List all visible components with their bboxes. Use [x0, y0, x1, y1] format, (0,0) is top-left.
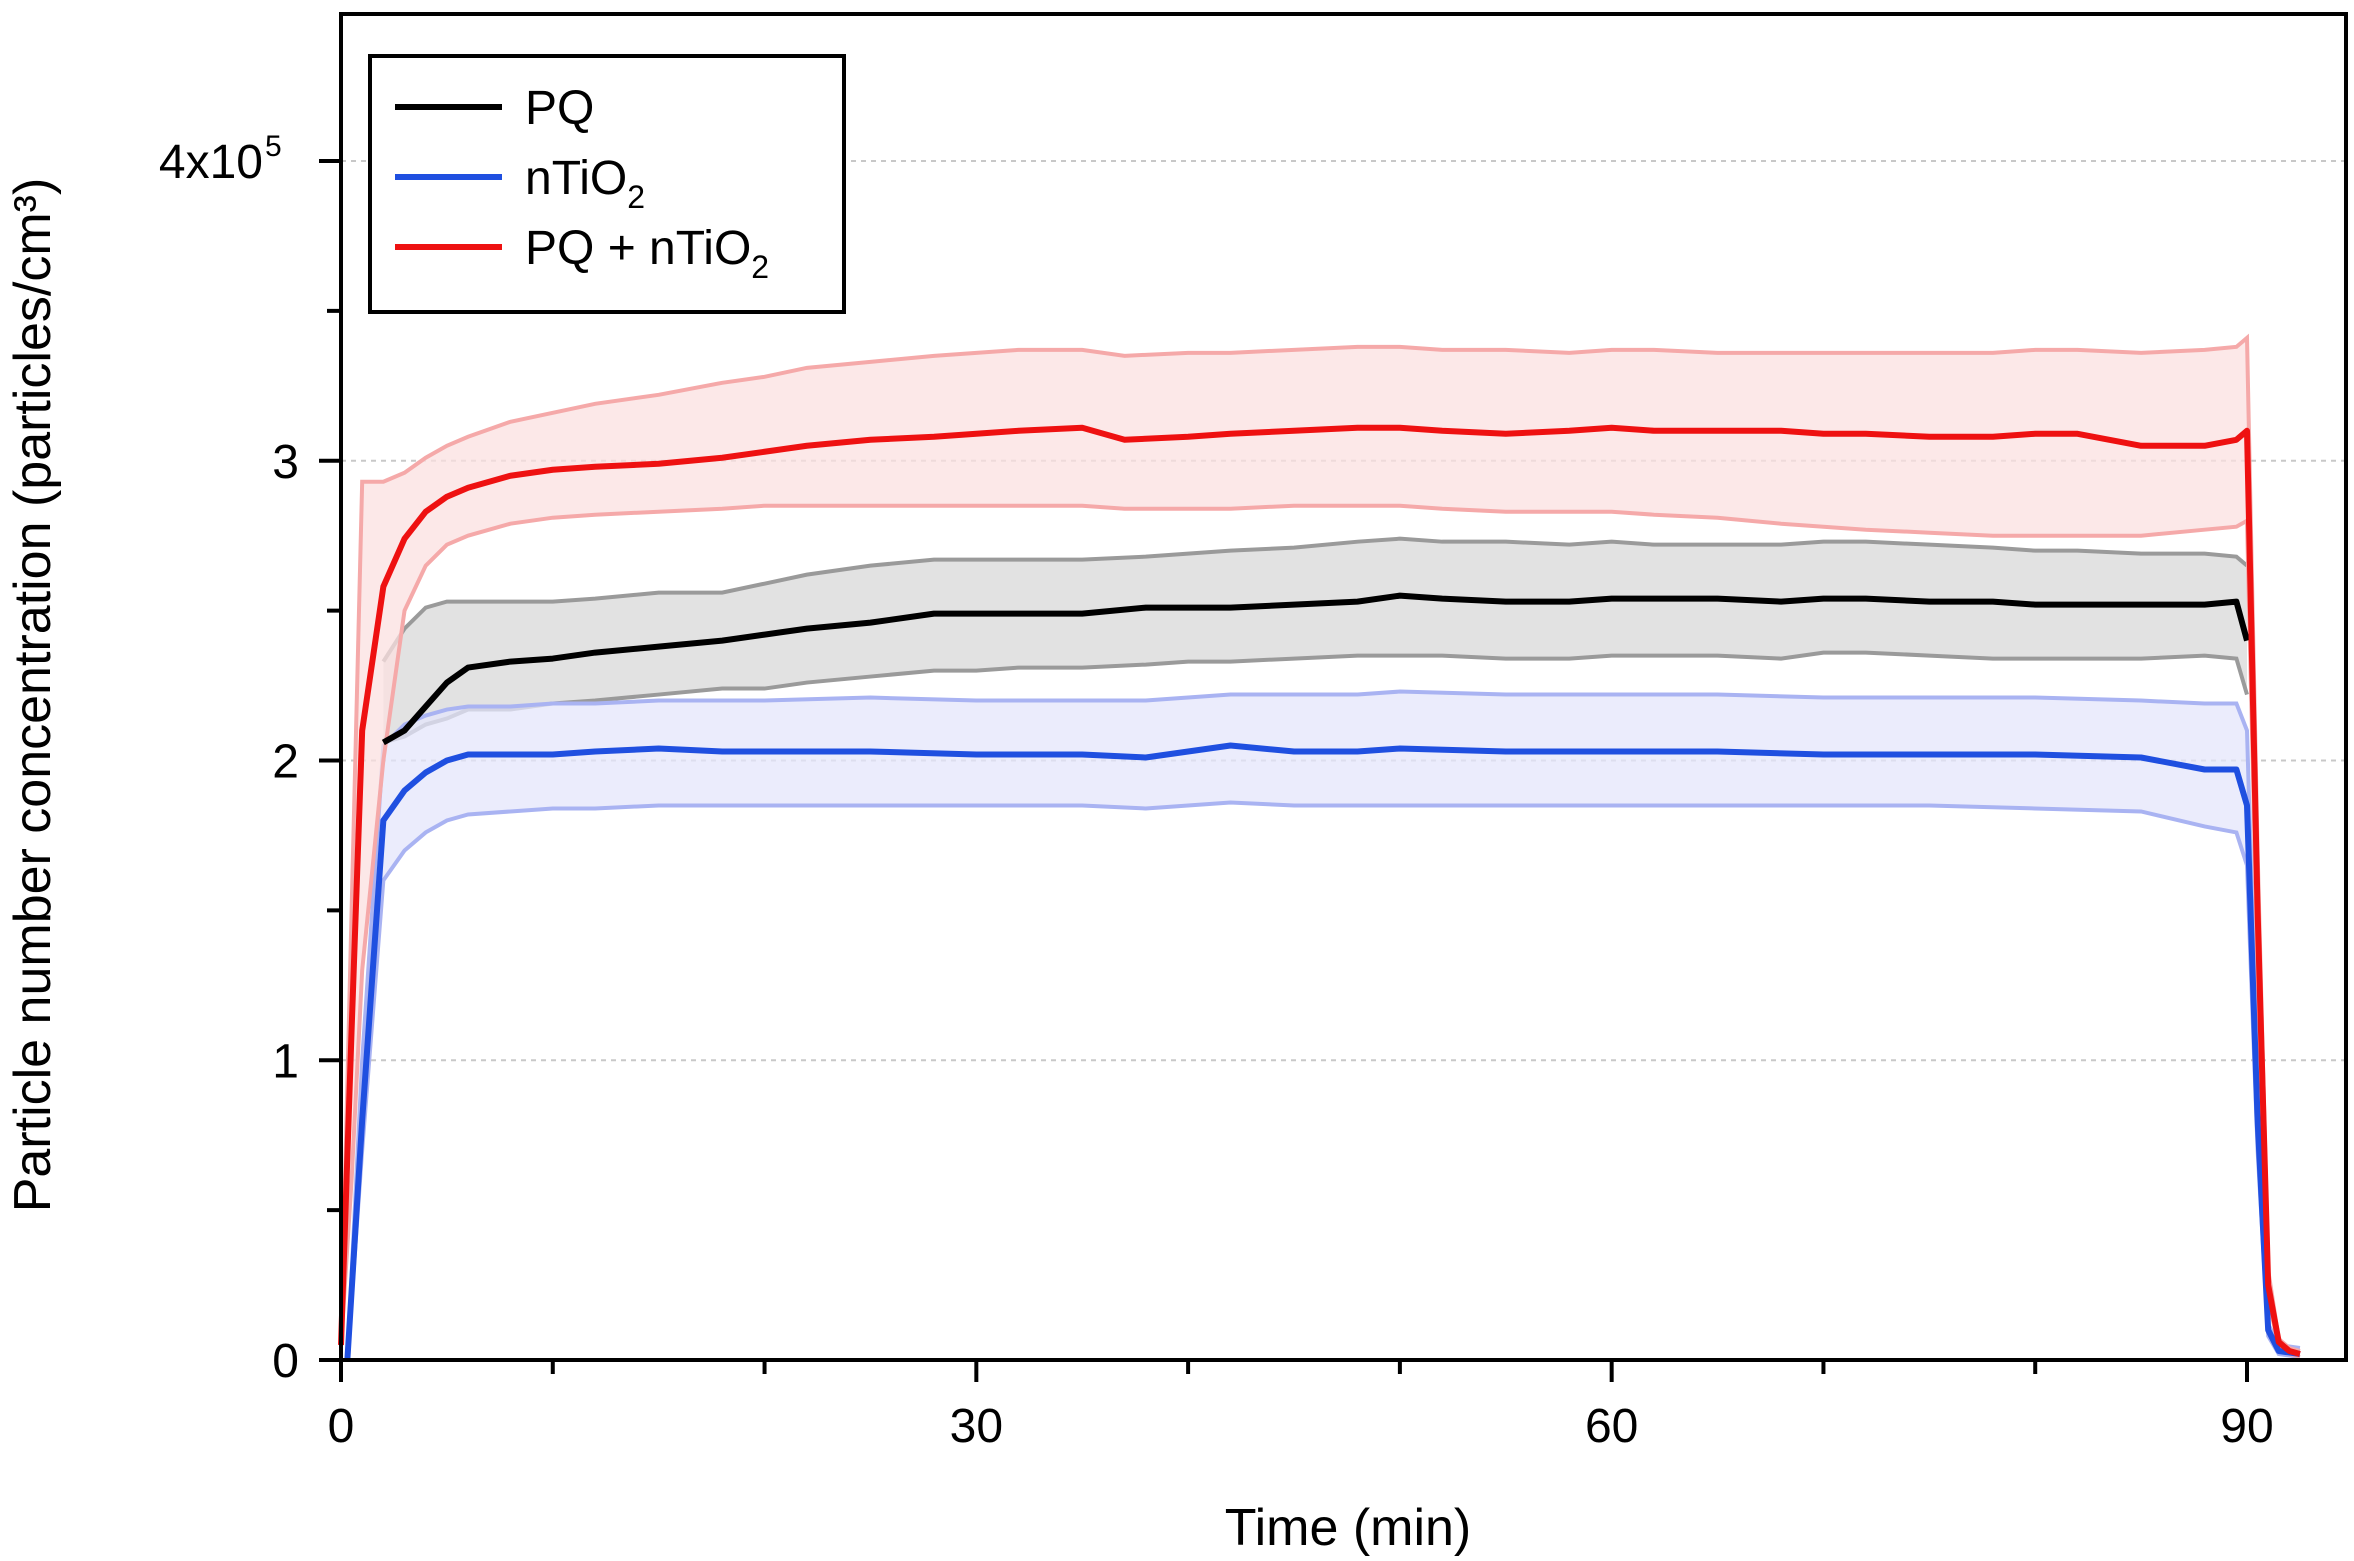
x-tick-label-0: 0 — [328, 1400, 355, 1453]
x-tick-label-2: 60 — [1585, 1400, 1638, 1453]
legend-label-0: PQ — [525, 82, 594, 135]
band-fill-0 — [383, 538, 2247, 743]
band-upper-0 — [381, 536, 2249, 663]
band-upper-1 — [345, 689, 2301, 1361]
series-line-1 — [344, 742, 2301, 1361]
x-tick-label-1: 30 — [950, 1400, 1003, 1453]
band-lower-2 — [339, 503, 2301, 1359]
series-line-2 — [338, 424, 2301, 1357]
y-tick-label-3: 3 — [272, 436, 299, 489]
y-tick-label-1: 1 — [272, 1035, 299, 1088]
band-lower-1 — [345, 800, 2301, 1361]
series-lines — [338, 424, 2301, 1361]
legend: PQ nTiO2 PQ + nTiO2 — [368, 54, 846, 314]
legend-label-1: nTiO2 — [525, 152, 645, 215]
legend-box — [368, 54, 846, 314]
band-fill-1 — [347, 691, 2300, 1360]
y-axis-title: Particle number concentration (particles… — [4, 178, 62, 1213]
x-tick-label-3: 90 — [2220, 1400, 2273, 1453]
plot-frame — [339, 12, 2348, 1362]
y-tick-exponent: 5 — [265, 130, 282, 163]
error-bands — [339, 333, 2301, 1361]
legend-label-2: PQ + nTiO2 — [525, 222, 769, 285]
y-tick-label-4: 4x10 — [159, 136, 263, 189]
axes — [339, 12, 2348, 1362]
series-line-0 — [381, 592, 2250, 746]
axis-tick-labels: 0 30 60 90 0 1 2 3 4x10 5 — [159, 130, 2274, 1453]
x-axis-title: Time (min) — [1225, 1499, 1472, 1557]
y-tick-label-2: 2 — [272, 736, 299, 789]
y-tick-label-0: 0 — [272, 1335, 299, 1388]
band-upper-2 — [339, 333, 2301, 1353]
axis-ticks — [319, 159, 2249, 1382]
band-fill-2 — [341, 337, 2300, 1358]
